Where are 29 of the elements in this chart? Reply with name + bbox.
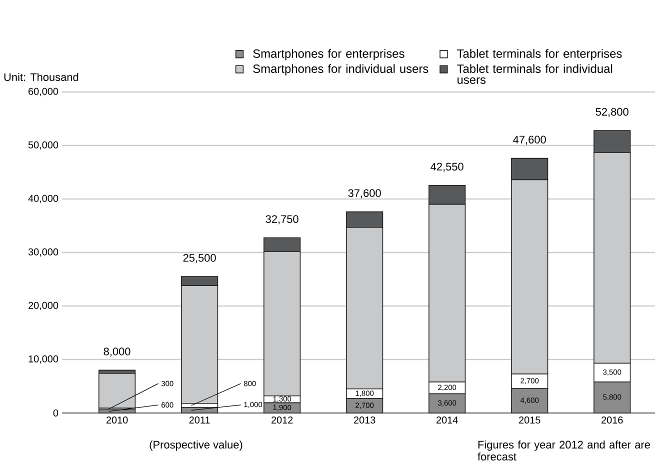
x-tick-label: 2016 [602,416,623,424]
y-tick-label: 20,000 [28,302,58,310]
legend-label: Tablet terminals for individual users [457,64,612,84]
x-tick-label: 2011 [189,416,210,424]
total-label: 42,550 [430,162,464,172]
text: (Prospective value) [150,440,242,451]
total-label: 52,800 [596,108,628,117]
total-label: 25,500 [183,254,216,264]
x-tick-label: 2010 [106,416,128,424]
y-tick-label: 30,000 [28,248,58,257]
y-tick-label: 0 [53,409,58,417]
bar [181,407,218,414]
legend-label: Smartphones for individual users [253,64,428,76]
total-label: 8,000 [104,348,130,357]
total-label: 47,600 [513,136,546,145]
text: Unit: Thousand [4,72,78,82]
total-label: 37,600 [348,189,381,198]
y-tick-label: 60,000 [28,88,58,96]
text: Figures for year 2012 and after are forecast [478,440,650,461]
y-tick-label: 40,000 [28,194,58,204]
y-tick-label: 10,000 [28,355,58,364]
x-tick-label: 2013 [354,416,376,424]
total-label: 32,750 [266,215,298,224]
x-tick-label: 2012 [271,416,293,424]
legend-label: Tablet terminals for enterprises [457,49,622,60]
x-tick-label: 2015 [519,416,540,424]
y-tick-label: 50,000 [28,141,58,150]
x-tick-label: 2014 [436,416,458,424]
legend-label: Smartphones for enterprises [253,49,404,60]
